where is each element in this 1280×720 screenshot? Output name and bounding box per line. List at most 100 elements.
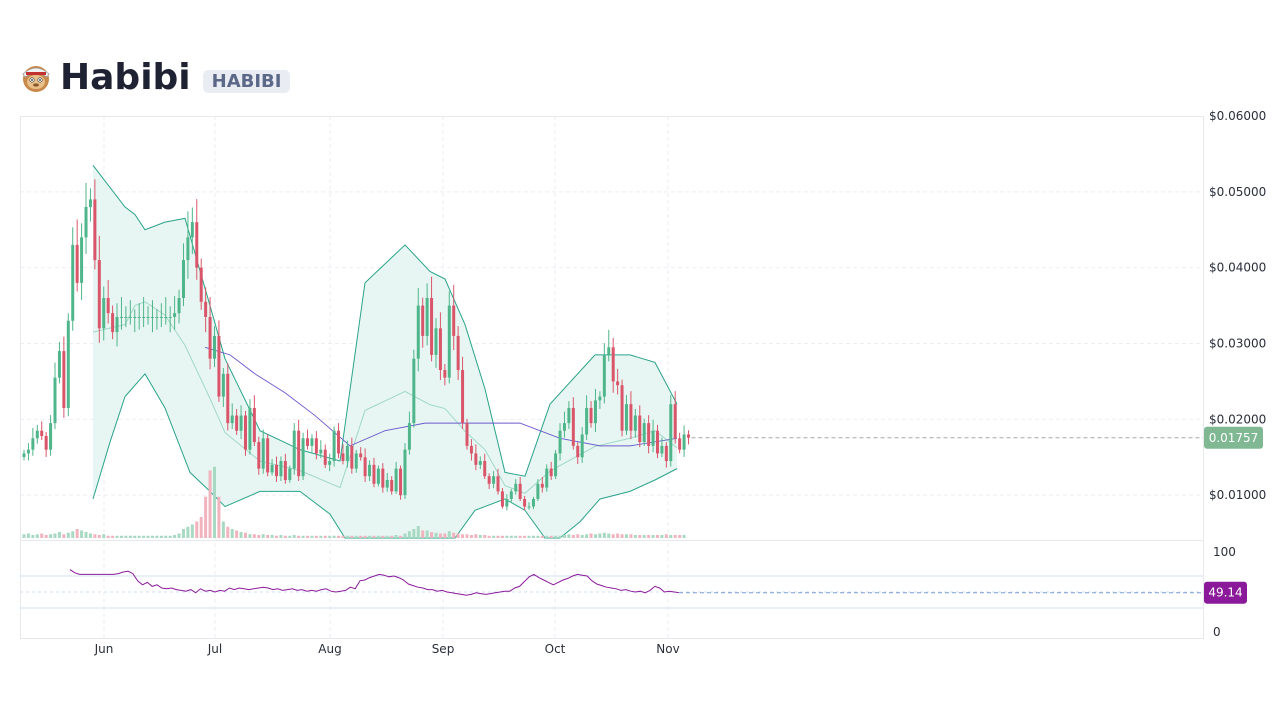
candle-body [164,316,168,318]
volume-bar [651,535,655,538]
candle [279,456,283,481]
rsi-tick-label: 100 [1213,545,1236,559]
volume-bar [248,534,252,538]
volume-bars [22,466,686,538]
volume-bar [235,530,239,538]
candle-body [531,498,535,507]
x-tick-label: Jun [94,642,114,656]
volume-bar [261,534,265,538]
volume-bar [84,532,88,538]
candle-body [93,199,97,261]
volume-bar [66,532,70,538]
candle-body [261,438,265,469]
candle-body [345,445,349,462]
candle [168,306,172,333]
volume-bar [642,535,646,538]
candle [682,425,686,457]
volume-bar [44,535,48,538]
volume-bar [288,535,292,538]
volume-bar [292,535,296,538]
candle [376,465,380,487]
volume-bar [40,533,44,538]
candle [306,429,310,450]
candle [44,431,48,457]
candle [527,502,531,510]
candle [137,303,141,330]
candle-body [368,464,372,477]
price-tick-label: $0.02000 [1209,412,1266,426]
candle-body [390,480,394,492]
candle [518,476,522,502]
price-tick-label: $0.06000 [1209,109,1266,123]
volume-bar [673,535,677,538]
candle [629,391,633,440]
candle [589,401,593,428]
candle [416,288,420,372]
candle-body [456,335,460,371]
volume-bar [106,535,110,538]
volume-bar [376,535,380,538]
candle-body [523,498,527,507]
candle-body [443,370,447,378]
volume-bar [461,534,465,538]
volume-bar [332,535,336,538]
volume-bar [146,535,150,538]
candle [496,468,500,495]
volume-bar [190,524,194,538]
volume-bar [133,535,137,538]
candle-body [620,385,624,431]
volume-bar [527,535,531,538]
candle-body [266,438,270,473]
volume-bar [385,535,389,538]
candle [509,488,513,503]
volume-bar [71,531,75,538]
candle-body [593,400,597,424]
volume-bar [306,535,310,538]
candle [164,297,168,325]
candle [146,306,150,325]
candle-body [208,316,212,359]
candle [283,453,287,484]
candle [204,287,208,333]
candle [505,494,509,511]
candle [580,427,584,463]
candle [363,448,367,482]
candle [226,363,230,431]
volume-bar [279,535,283,538]
candle-body [35,430,39,439]
candle-body [554,453,558,477]
candle-body [62,351,66,408]
candle [660,437,664,457]
volume-bar [523,535,527,538]
candle [554,449,558,480]
candle-body [461,370,465,424]
volume-bar [186,526,190,538]
candle [128,300,132,325]
volume-bar [571,535,575,538]
candle [536,479,540,502]
volume-bar [62,534,66,538]
volume-bar [576,534,580,538]
candle-body [97,260,101,329]
candle [221,367,225,408]
volume-bar [75,529,79,538]
main-pane-border [20,116,1204,639]
candle-body [235,415,239,431]
candle-body [567,407,571,424]
candle [337,423,341,459]
candle [252,395,256,446]
candle [425,283,429,346]
volume-bar [469,535,473,538]
candle [40,421,44,441]
candle-body [469,445,473,454]
candle-body [381,468,385,488]
candle-body [633,415,637,431]
candle-body [146,316,150,318]
volume-bar [102,534,106,538]
candle-body [607,347,611,355]
candle [155,309,159,330]
candle-body [239,415,243,431]
volume-bar [456,533,460,538]
candle-body [452,305,456,336]
